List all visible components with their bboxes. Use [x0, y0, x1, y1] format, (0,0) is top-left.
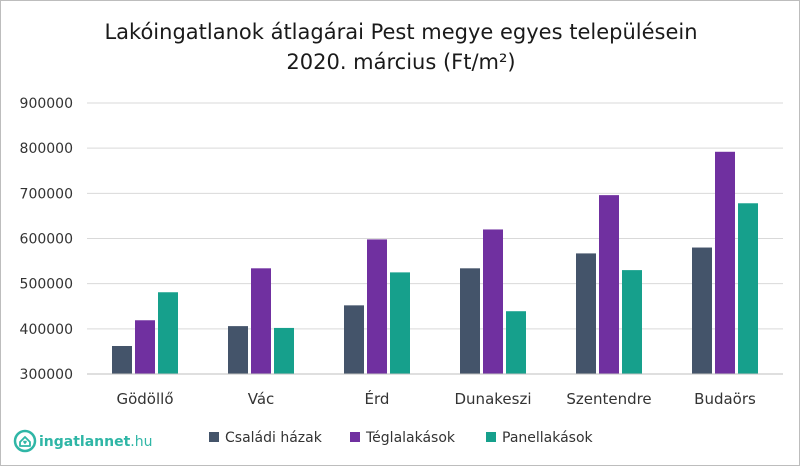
y-tick-label: 900000 [20, 96, 73, 112]
y-tick-label: 500000 [20, 277, 73, 293]
gridlines [87, 102, 783, 330]
bar-1-6 [692, 247, 712, 374]
bar-3-3 [390, 272, 410, 374]
bar-3-1 [158, 292, 178, 374]
bar-2-5 [599, 195, 619, 374]
legend-label: Családi házak [225, 430, 323, 446]
bar-2-2 [251, 268, 271, 374]
legend-swatch [486, 432, 496, 442]
category-label: Vác [248, 390, 275, 408]
legend: Családi házak Téglalakások Panellakások [209, 430, 594, 446]
bar-3-4 [506, 311, 526, 374]
category-label: Dunakeszi [455, 390, 532, 408]
logo-text-tld: .hu [130, 434, 152, 450]
category-label: Érd [365, 389, 390, 408]
bar-1-5 [576, 253, 596, 374]
svg-text:ingatlannet.hu: ingatlannet.hu [39, 434, 153, 450]
legend-swatch [350, 432, 360, 442]
bars [112, 151, 758, 374]
legend-swatch [209, 432, 219, 442]
bar-3-6 [738, 203, 758, 374]
category-label: Budaörs [694, 390, 756, 408]
x-axis-category-labels: Gödöllő Vác Érd Dunakeszi Szentendre Budaörs [116, 389, 756, 408]
bar-1-3 [344, 305, 364, 374]
legend-label: Panellakások [502, 430, 594, 446]
y-tick-label: 600000 [20, 232, 73, 248]
bar-3-2 [274, 327, 294, 374]
bar-2-1 [135, 320, 155, 374]
bar-3-5 [622, 270, 642, 374]
bar-1-2 [228, 326, 248, 374]
house-heart-icon [13, 429, 37, 453]
bar-1-4 [460, 268, 480, 374]
bar-1-1 [112, 345, 132, 374]
y-tick-label: 400000 [20, 322, 73, 338]
y-tick-label: 700000 [20, 186, 73, 202]
bar-2-4 [483, 229, 503, 374]
category-label: Szentendre [566, 390, 651, 408]
y-tick-label: 300000 [20, 367, 73, 383]
category-label: Gödöllő [116, 390, 173, 408]
y-axis-tick-labels: 300000 400000 500000 600000 700000 800000 9000… [20, 96, 73, 383]
ingatlannet-logo[interactable]: ingatlannet.hu [13, 429, 153, 453]
y-tick-label: 800000 [20, 141, 73, 157]
bar-2-6 [715, 151, 735, 374]
bar-2-3 [367, 239, 387, 374]
legend-label: Téglalakások [365, 430, 456, 446]
chart-subtitle: 2020. március (Ft/m²) [286, 50, 515, 74]
chart-title: Lakóingatlanok átlagárai Pest megye egye… [104, 20, 697, 44]
logo-text-main: ingatlannet [39, 434, 131, 450]
